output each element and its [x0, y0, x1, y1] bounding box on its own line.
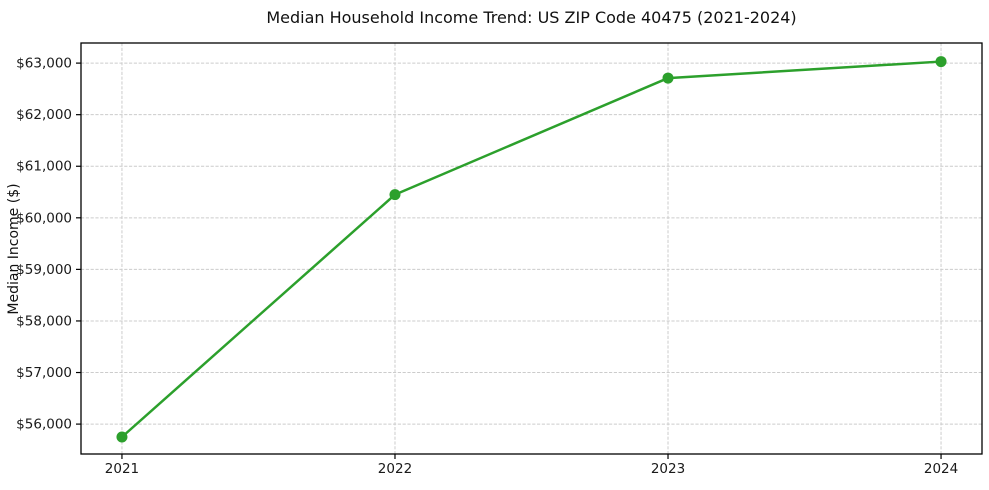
x-tick-label: 2023: [651, 461, 685, 477]
data-point: [116, 431, 128, 443]
plot-frame: [80, 42, 983, 455]
y-tick-label: $58,000: [16, 313, 72, 329]
x-tick-label: 2021: [105, 461, 139, 477]
y-tick-label: $62,000: [16, 107, 72, 123]
x-tick-label: 2022: [378, 461, 412, 477]
x-tick-label: 2024: [924, 461, 958, 477]
y-tick-label: $57,000: [16, 365, 72, 381]
chart-title: Median Household Income Trend: US ZIP Co…: [266, 8, 797, 27]
y-tick-label: $60,000: [16, 210, 72, 226]
y-tick-label: $63,000: [16, 56, 72, 72]
y-tick-label: $56,000: [16, 417, 72, 433]
y-tick-label: $59,000: [16, 262, 72, 278]
data-point: [662, 72, 674, 84]
data-point: [935, 56, 947, 68]
y-tick-label: $61,000: [16, 159, 72, 175]
income-trend-line: [120, 60, 943, 439]
data-point: [389, 189, 401, 201]
